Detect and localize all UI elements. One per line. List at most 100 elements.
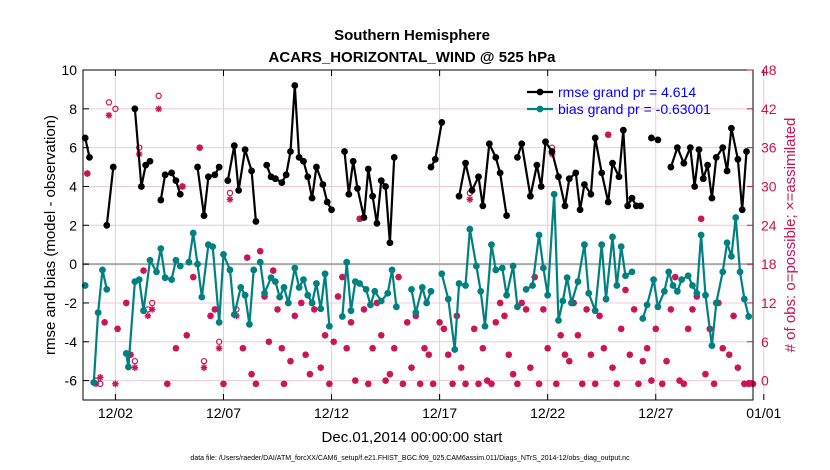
obs-assimilated-marker (382, 377, 389, 384)
obs-assimilated-stroke (466, 196, 473, 203)
series-rmse-point (598, 169, 606, 177)
series-bias-point (609, 233, 616, 241)
series-rmse-point (103, 221, 111, 229)
series-rmse-point (308, 194, 316, 202)
series-rmse-point (686, 144, 694, 152)
obs-assimilated-marker (544, 344, 551, 352)
series-rmse-point (695, 146, 703, 153)
obs-assimilated-marker (239, 344, 247, 352)
series-bias-point (708, 342, 716, 350)
series-bias-point (168, 276, 176, 284)
series-bias-point (535, 231, 543, 239)
series-rmse-point (271, 175, 279, 183)
series-bias-point (613, 282, 621, 289)
series-rmse-point (492, 153, 500, 161)
series-rmse-point (176, 190, 184, 198)
obs-assimilated-marker (509, 370, 517, 378)
series-bias-point (185, 258, 193, 266)
obs-assimilated-marker (347, 319, 355, 326)
x-tick-label: 12/12 (314, 405, 349, 421)
obs-assimilated-marker (352, 377, 359, 384)
series-rmse-line (343, 151, 396, 244)
obs-assimilated-marker (613, 380, 621, 388)
obs-assimilated-marker (643, 344, 651, 352)
obs-assimilated-stroke (544, 345, 551, 352)
obs-assimilated-marker (449, 380, 456, 388)
obs-assimilated-marker (196, 144, 204, 151)
series-bias-point (427, 287, 435, 295)
obs-assimilated-marker (630, 306, 638, 313)
series-rmse-point (248, 167, 255, 175)
series-bias-point (555, 317, 562, 324)
obs-assimilated-marker (278, 344, 286, 352)
obs-assimilated-stroke (352, 377, 359, 384)
obs-assimilated-stroke (164, 380, 171, 387)
obs-assimilated-stroke (523, 306, 529, 313)
obs-assimilated-marker (648, 377, 655, 384)
series-bias-point (585, 289, 593, 297)
series-bias-point (230, 311, 238, 318)
series-rmse-point (377, 177, 385, 185)
obs-assimilated-marker (604, 131, 612, 139)
obs-assimilated-stroke (361, 306, 367, 313)
obs-assimilated-marker (330, 338, 338, 346)
series-rmse-point (354, 185, 361, 192)
series-bias-point (291, 264, 299, 272)
series-rmse-point (479, 202, 487, 210)
obs-assimilated-stroke (211, 306, 218, 313)
series-rmse-point (604, 198, 612, 206)
obs-assimilated-marker (518, 299, 526, 307)
series-rmse-point (349, 157, 357, 165)
obs-assimilated-stroke (726, 351, 733, 358)
obs-assimilated-stroke (322, 332, 328, 339)
obs-assimilated-stroke (348, 319, 354, 326)
y-right-tick-label: 12 (761, 295, 777, 311)
series-rmse-point (215, 163, 223, 171)
series-rmse-point (537, 183, 545, 190)
series-bias-point (654, 303, 662, 311)
obs-possible-marker (105, 99, 113, 106)
obs-assimilated-stroke (265, 338, 272, 345)
series-bias (81, 190, 753, 386)
obs-assimilated-marker (114, 325, 121, 333)
series-rmse-point (341, 148, 348, 155)
series-rmse-point (157, 196, 165, 204)
obs-assimilated-stroke (270, 267, 277, 274)
obs-assimilated-stroke (702, 371, 709, 377)
obs-assimilated-marker (710, 380, 718, 388)
series-bias-point (689, 282, 696, 289)
series-bias-point (544, 291, 552, 299)
series-bias-point (209, 243, 217, 251)
series-bias-point (673, 287, 681, 295)
series-rmse-point (572, 169, 580, 177)
series-rmse-point (518, 140, 526, 148)
obs-assimilated-stroke (497, 300, 504, 306)
y-axis-left-ticks: 10 8 6 4 2 0 -2 -4 -6 (61, 62, 89, 389)
series-bias-point (226, 266, 234, 274)
series-rmse-point (673, 144, 681, 152)
obs-assimilated-marker (122, 299, 130, 307)
obs-assimilated-marker (697, 215, 705, 223)
obs-assimilated-stroke (635, 380, 642, 387)
obs-assimilated-stroke (183, 332, 190, 339)
series-rmse-point (667, 163, 675, 171)
obs-assimilated-stroke (540, 306, 547, 313)
series-bias-point (198, 293, 206, 301)
obs-assimilated-stroke (462, 380, 469, 387)
obs-assimilated-marker (680, 380, 688, 388)
obs-assimilated-stroke (613, 380, 620, 387)
series-bias-point (503, 291, 511, 299)
obs-assimilated-marker (462, 380, 469, 388)
obs-assimilated-stroke (179, 183, 186, 190)
series-rmse-point (200, 212, 208, 219)
obs-possible-marker (112, 105, 119, 113)
series-rmse-point (526, 192, 534, 200)
x-tick-label: 12/27 (638, 405, 673, 421)
obs-assimilated-marker (535, 380, 543, 388)
series-bias-point (628, 268, 636, 276)
series-bias-point (377, 297, 385, 305)
obs-assimilated-stroke (335, 293, 341, 300)
y-right-tick-label: 48 (761, 62, 777, 78)
obs-assimilated-stroke (596, 313, 603, 319)
y-right-tick-label: 6 (761, 334, 769, 350)
